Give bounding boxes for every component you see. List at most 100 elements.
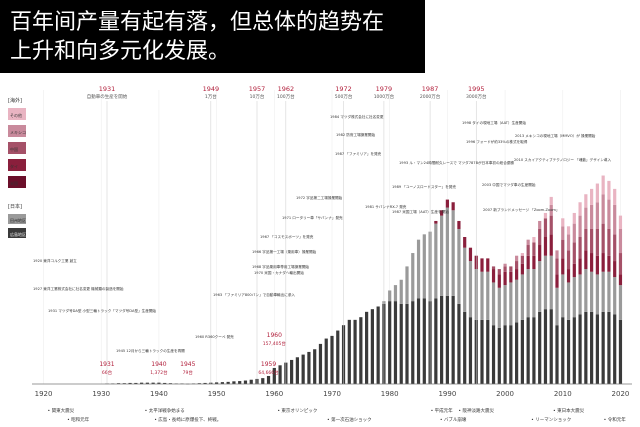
bar-overseas_2 [590,204,594,229]
event-label: • 関東大震災 [48,407,75,414]
milestone-bottom-year: 1940 [151,361,166,368]
bar-domestic_dark [243,380,248,384]
milestone-bottom-text: 157,405台 [263,340,287,347]
bar-domestic_dark [422,298,426,384]
event-label: • 阪神淡路大震災 [458,407,494,414]
bar-domestic_light [607,271,611,312]
bar-overseas_1 [549,196,553,205]
bar-domestic_light [601,271,605,312]
bar-overseas_1 [607,180,611,200]
annotation-note: 2013 メキシコの現地工場（MMVO）が 操業開始 [515,133,596,138]
bar-domestic_dark [359,317,363,384]
bar-overseas_3 [590,228,594,254]
bar-overseas_2 [549,204,553,216]
bar-domestic_light [491,282,496,326]
bar-overseas_1 [590,188,594,205]
legend-label-domestic: 広島地区 [10,231,26,237]
bar-domestic_dark [457,303,461,384]
bar-domestic_dark [261,378,265,384]
bar-overseas_4 [549,234,553,256]
bar-domestic_light [566,282,571,320]
legend-label-overseas: メキシコ [10,130,26,135]
bar-domestic_dark [388,301,392,384]
legend-swatch-domestic [8,228,26,238]
bar-domestic_light [549,255,553,310]
bar-domestic_dark [122,383,126,384]
bar-domestic_light [463,247,467,312]
bar-domestic_light [416,239,421,299]
event-label: • バブル崩壊 [440,416,467,423]
legend-label-overseas: その他 [10,112,22,118]
bar-overseas_4 [457,220,461,229]
legend-label-overseas: 米国 [10,180,18,186]
milestone-top-text: 100万台 [277,93,295,100]
x-tick-label: 1920 [35,390,53,398]
bar-domestic_dark [157,382,161,384]
bar-domestic_dark [163,382,167,384]
bar-overseas_2 [613,204,617,235]
bar-domestic_dark [503,325,507,384]
bar-domestic_light [572,277,576,318]
bar-domestic_dark [590,311,594,384]
bar-overseas_3 [613,234,617,262]
bar-overseas_3 [532,242,536,256]
bar-domestic_dark [238,381,242,384]
bar-domestic_light [590,271,594,312]
bar-overseas_2 [618,228,623,254]
bar-domestic_light [422,234,426,299]
bar-domestic_dark [215,382,219,384]
bar-overseas_4 [532,255,536,270]
bar-domestic_dark [555,325,559,384]
legend-swatch-overseas [8,125,26,137]
milestone-bottom-text: 1,372台 [150,369,168,376]
bar-domestic_dark [566,319,571,384]
x-tick-label: 2000 [496,390,514,398]
bar-overseas_4 [445,199,449,208]
milestone-top-year: 1987 [422,85,439,93]
bar-domestic_dark [290,359,294,384]
bar-domestic_dark [618,319,623,384]
bar-domestic_dark [595,314,599,384]
bar-overseas_2 [595,202,599,229]
bar-domestic_dark [601,311,605,384]
bar-overseas_2 [526,239,530,246]
bar-domestic_dark [468,317,473,384]
bar-domestic_light [503,285,507,326]
bar-overseas_3 [526,245,530,256]
bar-domestic_light [584,269,588,312]
bar-overseas_4 [613,261,617,278]
bar-overseas_1 [618,215,623,229]
bar-domestic_dark [313,349,317,384]
bar-overseas_4 [486,258,490,272]
milestone-bottom-text: 66台 [102,369,113,376]
bar-overseas_4 [451,202,455,211]
milestone-top-text: 自動車の生産を開始 [87,93,128,100]
bar-domestic_dark [318,343,323,384]
annotation-note: 1968 宇品乗用車専用工場操業開始 [252,264,309,269]
bar-domestic_dark [411,301,415,384]
bar-domestic_dark [451,295,455,384]
annotation-note: 1972 宇品第二工場操業開始 [296,195,343,200]
bar-domestic_dark [295,357,299,384]
bar-overseas_1 [520,253,524,256]
bar-domestic_light [520,274,524,320]
milestone-top-text: 1万台 [205,93,217,100]
bar-overseas_3 [578,237,582,259]
bar-domestic_dark [145,382,149,384]
bar-domestic_dark [266,375,271,384]
bar-overseas_3 [561,239,565,259]
bar-overseas_3 [572,242,576,264]
bar-domestic_dark [278,365,282,384]
milestone-top-text: 500万台 [335,93,353,100]
legend-label-overseas: タイ [10,163,18,169]
bar-overseas_4 [463,237,467,248]
bar-domestic_dark [607,311,611,384]
bar-domestic_dark [307,351,311,384]
bar-overseas_4 [509,271,513,283]
bar-overseas_4 [526,255,530,270]
bar-overseas_1 [613,188,617,205]
bar-domestic_dark [515,322,519,384]
annotation-note: 1993 ル・マン24時間耐久レースで マツダ787Bが日本車初の総合優勝 [399,160,514,165]
legend-swatch-overseas [8,159,26,171]
legend-swatch-domestic [8,214,26,224]
